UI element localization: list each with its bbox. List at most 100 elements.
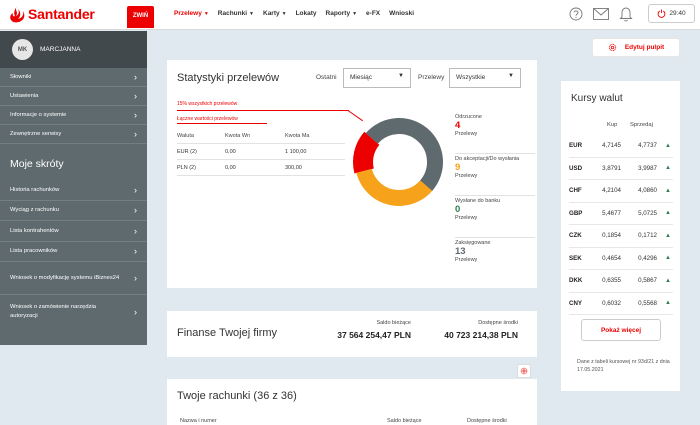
sidebar-item-informacje[interactable]: Informacje o systemie ›	[0, 106, 147, 125]
caret-down-icon: ▼	[249, 10, 254, 17]
pointer-line	[177, 123, 267, 124]
exchange-rates-panel: Kursy walut Kup Sprzedaj EUR 4,7145 4,7737…	[561, 81, 680, 391]
column-header[interactable]: Nazwa i numer	[180, 418, 217, 424]
table-cell: 300,00	[285, 164, 302, 171]
legend-item-booked[interactable]: Zaksięgowane 13 Przelewy	[455, 238, 535, 280]
legend-label: Do akceptacji/Do wysłania	[455, 156, 520, 162]
shortcut-pracownicy[interactable]: Lista pracowników ›	[0, 242, 147, 262]
sidebar-item-label: Słowniki	[10, 74, 32, 80]
santander-logo[interactable]: Santander	[9, 5, 95, 23]
edit-dashboard-button[interactable]: Edytuj pulpit	[592, 38, 680, 57]
sell-rate: 0,5867	[638, 277, 657, 285]
currency-code: SEK	[569, 254, 582, 262]
shortcut-kontrahenci[interactable]: Lista kontrahentów ›	[0, 221, 147, 242]
type-select-value: Wszystkie	[456, 74, 486, 81]
nav-item-raporty[interactable]: Raporty ▼	[326, 10, 358, 17]
chevron-right-icon: ›	[134, 246, 137, 257]
type-select[interactable]: Wszystkie ▼	[449, 68, 521, 88]
sidebar-item-ustawienia[interactable]: Ustawienia ›	[0, 87, 147, 106]
buy-header: Kup	[607, 122, 618, 128]
session-timer-value: 29:40	[669, 10, 686, 17]
donut-slice-do-akceptacji-do-wys-ania[interactable]	[348, 111, 450, 213]
sidebar-item-label: Ustawienia	[10, 93, 39, 99]
legend-sub: Przelewy	[455, 131, 478, 137]
chevron-down-icon: ▼	[398, 73, 404, 79]
nav-item-lokaty[interactable]: Lokaty	[296, 10, 317, 17]
legend-item-pending[interactable]: Do akceptacji/Do wysłania 9 Przelewy	[455, 154, 535, 196]
chevron-right-icon: ›	[134, 129, 137, 139]
available-value: 40 723 214,38 PLN	[444, 330, 518, 340]
shortcut-label: Wniosek o modyfikację systemu iBiznes24	[10, 274, 120, 281]
sidebar-item-label: Informacje o systemie	[10, 112, 67, 118]
trend-up-icon: ▲	[665, 142, 671, 149]
currency-code: EUR	[569, 142, 583, 150]
table-cell: EUR (2)	[177, 148, 197, 155]
bell-icon[interactable]	[618, 6, 634, 22]
column-header[interactable]: Saldo bieżące	[387, 418, 422, 424]
nav-item-przelewy[interactable]: Przelewy ▼	[174, 10, 209, 17]
nav-item-label: e-FX	[366, 10, 381, 17]
trend-up-icon: ▲	[665, 232, 671, 239]
power-icon	[658, 9, 666, 18]
top-bar: Santander ZWIŃ Przelewy ▼ Rachunki ▼ Karty ▼ L…	[0, 0, 700, 30]
mail-icon[interactable]	[593, 6, 609, 22]
nav-item-label: Wnioski	[389, 10, 415, 17]
currency-code: CZK	[569, 232, 582, 240]
trend-up-icon: ▲	[665, 255, 671, 262]
shortcut-historia[interactable]: Historia rachunków ›	[0, 180, 147, 201]
sidebar-item-slowniki[interactable]: Słowniki ›	[0, 68, 147, 87]
legend-value: 0	[455, 204, 461, 215]
currency-code: USD	[569, 164, 583, 172]
show-more-button[interactable]: Pokaż więcej	[581, 319, 661, 341]
shortcuts-heading: Moje skróty	[10, 158, 64, 170]
chevron-right-icon: ›	[134, 91, 137, 101]
session-timer[interactable]: 29:40	[648, 4, 695, 23]
currency-code: CNY	[569, 299, 583, 307]
buy-rate: 0,6032	[602, 299, 621, 307]
column-header[interactable]: Dostępne środki	[467, 418, 507, 424]
trend-up-icon: ▲	[665, 277, 671, 284]
nav-item-rachunki[interactable]: Rachunki ▼	[218, 10, 254, 17]
percent-note: 15% wszystkich przelewów	[177, 101, 238, 107]
nav-item-karty[interactable]: Karty ▼	[263, 10, 287, 17]
caret-down-icon: ▼	[281, 10, 287, 17]
accounts-panel: Twoje rachunki (36 z 36) Nazwa i numer S…	[167, 379, 537, 425]
legend-item-rejected[interactable]: Odrzucone 4 Przelewy	[455, 112, 535, 154]
period-select[interactable]: Miesiąc ▼	[343, 68, 411, 88]
sidebar-item-serwisy[interactable]: Zewnętrzne serwisy ›	[0, 125, 147, 144]
chevron-right-icon: ›	[134, 72, 137, 82]
currency-table: Waluta Kwota Wn Kwota Ma EUR (2) 0,00 1 …	[177, 128, 345, 176]
shortcut-label: Lista pracowników	[10, 248, 58, 255]
shortcut-wniosek-narzedzie[interactable]: Wniosek o zamówienie narzędzia autoryzac…	[0, 295, 147, 328]
shortcut-wniosek-modyfikacja[interactable]: Wniosek o modyfikację systemu iBiznes24 ›	[0, 262, 147, 295]
legend-label: Wysłane do banku	[455, 198, 501, 204]
flame-icon	[10, 6, 25, 23]
sell-rate: 4,7737	[638, 142, 657, 150]
shortcut-wyciag[interactable]: Wyciąg z rachunku ›	[0, 201, 147, 221]
transfer-status-donut-chart[interactable]	[347, 110, 451, 214]
buy-rate: 0,6355	[602, 277, 621, 285]
rate-row-cny: CNY 0,6032 0,5568 ▲	[569, 293, 673, 315]
help-icon[interactable]	[568, 6, 584, 22]
legend-item-sent[interactable]: Wysłane do banku 0 Przelewy	[455, 196, 535, 238]
collapse-menu-button[interactable]: ZWIŃ	[127, 6, 154, 28]
transfer-stats-panel: Statystyki przelewów Ostatni Miesiąc ▼ P…	[167, 60, 537, 288]
balance-value: 37 564 254,47 PLN	[337, 330, 411, 340]
buy-rate: 0,4654	[602, 254, 621, 262]
nav-item-wnioski[interactable]: Wnioski	[389, 10, 414, 17]
chevron-right-icon: ›	[134, 273, 137, 283]
sidebar-item-label: Zewnętrzne serwisy	[10, 131, 62, 137]
accounts-settings-button[interactable]	[517, 364, 531, 378]
main-nav: Przelewy ▼ Rachunki ▼ Karty ▼ Lokaty Raporty ▼ e-…	[174, 10, 423, 17]
user-name: MARCJANNA	[40, 46, 81, 53]
sell-header: Sprzedaj	[630, 122, 653, 128]
stats-title: Statystyki przelewów	[177, 72, 280, 84]
buy-rate: 4,2104	[602, 187, 621, 195]
sell-rate: 0,4296	[638, 254, 657, 262]
table-cell: 1 100,00	[285, 148, 307, 155]
user-profile[interactable]: MK MARCJANNA	[0, 31, 147, 68]
rate-row-dkk: DKK 0,6355 0,5867 ▲	[569, 270, 673, 293]
nav-item-e-fx[interactable]: e-FX	[366, 10, 380, 17]
shortcut-label: Wyciąg z rachunku	[10, 207, 59, 214]
trend-up-icon: ▲	[665, 300, 671, 307]
